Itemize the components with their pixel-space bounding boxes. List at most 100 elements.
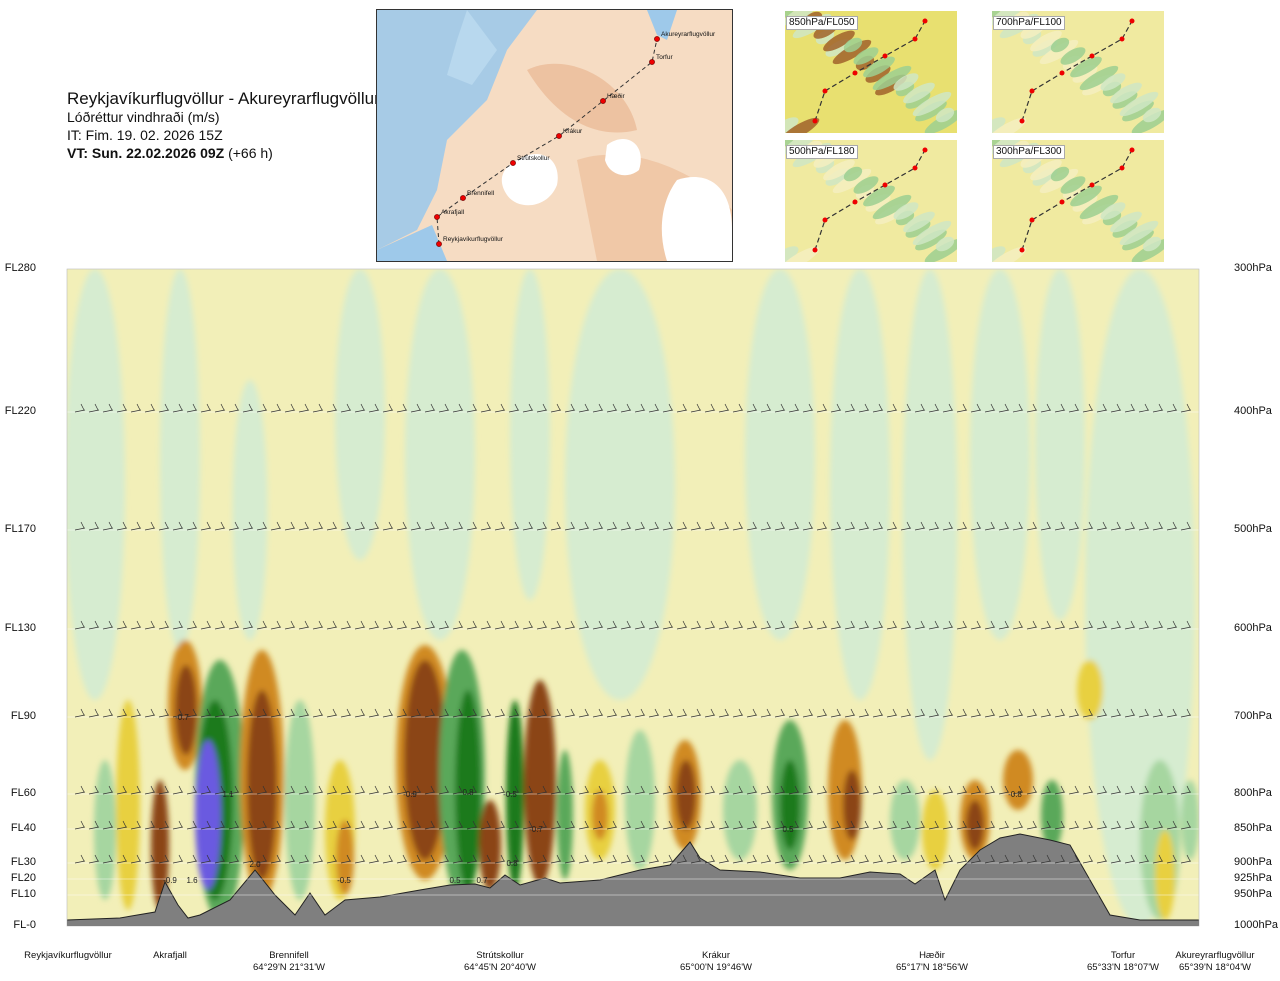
wind-barb	[564, 708, 576, 718]
wind-barb	[256, 820, 268, 830]
level-thumbnail-map[interactable]: 700hPa/FL100	[992, 11, 1164, 133]
wind-barb	[1096, 403, 1108, 413]
wind-barb	[886, 708, 898, 718]
wind-barb	[746, 620, 758, 630]
wind-barb	[452, 820, 464, 830]
wind-barb	[242, 620, 254, 630]
wind-barb	[1040, 854, 1052, 864]
wind-barb	[270, 785, 282, 795]
wind-barb	[634, 620, 646, 630]
wind-barb	[928, 708, 940, 718]
wind-barb	[1068, 785, 1080, 795]
route-point-label: Hæðir	[607, 92, 626, 100]
station-label: Reykjavíkurflugvöllur	[8, 950, 128, 962]
wind-barb	[116, 785, 128, 795]
velocity-plume	[175, 665, 197, 755]
wind-barb	[886, 820, 898, 830]
velocity-plume	[94, 760, 116, 900]
route-point-label: Reykjavíkurflugvöllur	[443, 236, 504, 243]
wind-barb	[1096, 708, 1108, 718]
route-map: Akureyrarflugvöllur Torfur Hæðir Krákur Strú…	[376, 9, 733, 262]
wind-barb	[452, 785, 464, 795]
wind-barb	[816, 620, 828, 630]
velocity-plume	[592, 790, 608, 840]
wind-barb	[522, 708, 534, 718]
wind-barb	[396, 521, 408, 531]
vertical-velocity-field	[67, 269, 1199, 926]
velocity-plume	[404, 660, 446, 860]
ascent-region	[405, 269, 475, 640]
wind-barb	[536, 708, 548, 718]
ascent-region	[67, 269, 125, 700]
wind-barb	[1096, 785, 1108, 795]
wind-barb	[1068, 620, 1080, 630]
wind-barb	[508, 521, 520, 531]
wind-barb	[522, 620, 534, 630]
wind-barb	[956, 785, 968, 795]
wind-barb	[144, 521, 156, 531]
wind-barb	[466, 854, 478, 864]
wind-barb	[508, 820, 520, 830]
wind-barb	[732, 708, 744, 718]
level-thumbnail-map[interactable]: 300hPa/FL300	[992, 140, 1164, 262]
wind-barb	[872, 521, 884, 531]
station-name: Torfur	[1110, 950, 1136, 961]
level-thumbnail-map[interactable]: 500hPa/FL180	[785, 140, 957, 262]
wind-barb	[564, 521, 576, 531]
wind-barb	[1166, 403, 1178, 413]
wind-barb	[872, 785, 884, 795]
wind-barb	[760, 708, 772, 718]
wind-barb	[550, 521, 562, 531]
wind-barb	[1152, 403, 1164, 413]
wind-barb	[970, 708, 982, 718]
wind-barb	[480, 820, 492, 830]
wind-barb	[1124, 521, 1136, 531]
route-point-marker	[434, 214, 440, 220]
wind-barb	[774, 620, 786, 630]
station-label: Akrafjall	[110, 950, 230, 962]
wind-barb	[354, 620, 366, 630]
wind-barb	[158, 521, 170, 531]
wind-barb	[88, 854, 100, 864]
wind-barb	[676, 820, 688, 830]
wind-barb	[830, 620, 842, 630]
wind-barb	[1138, 820, 1150, 830]
wind-barb	[746, 785, 758, 795]
wind-barb	[116, 620, 128, 630]
wind-barb	[592, 708, 604, 718]
wind-barb	[648, 708, 660, 718]
wind-barb	[130, 620, 142, 630]
velocity-plume	[195, 740, 221, 890]
wind-barb	[508, 708, 520, 718]
wind-barb	[1082, 785, 1094, 795]
wind-barb	[340, 708, 352, 718]
contour-label: -0.7	[529, 825, 543, 834]
contour-label: -0.5	[337, 876, 351, 885]
wind-barb	[424, 403, 436, 413]
wind-barb	[158, 708, 170, 718]
wind-barb	[1110, 708, 1122, 718]
wind-barb	[1180, 620, 1192, 630]
wind-barb	[382, 620, 394, 630]
thumbnail-route-marker	[1119, 165, 1125, 171]
thumbnail-route-marker	[1059, 199, 1065, 205]
wind-barb	[690, 620, 702, 630]
wind-barb	[270, 620, 282, 630]
wind-barb	[1152, 521, 1164, 531]
station-label: Brennifell 64°29'N 21°31'W	[229, 950, 349, 974]
wind-barb	[690, 708, 702, 718]
wind-barb	[676, 785, 688, 795]
wind-barb	[704, 620, 716, 630]
wind-barb	[1110, 820, 1122, 830]
wind-barb	[116, 854, 128, 864]
level-thumbnail-map[interactable]: 850hPa/FL050	[785, 11, 957, 133]
wind-barb	[760, 785, 772, 795]
wind-barb	[872, 820, 884, 830]
flight-level-label: FL20	[10, 872, 36, 884]
wind-barb	[886, 785, 898, 795]
wind-barb	[298, 820, 310, 830]
quantity-label: Lóðréttur vindhraði (m/s)	[67, 109, 220, 125]
wind-barb	[774, 785, 786, 795]
wind-barb	[1166, 620, 1178, 630]
